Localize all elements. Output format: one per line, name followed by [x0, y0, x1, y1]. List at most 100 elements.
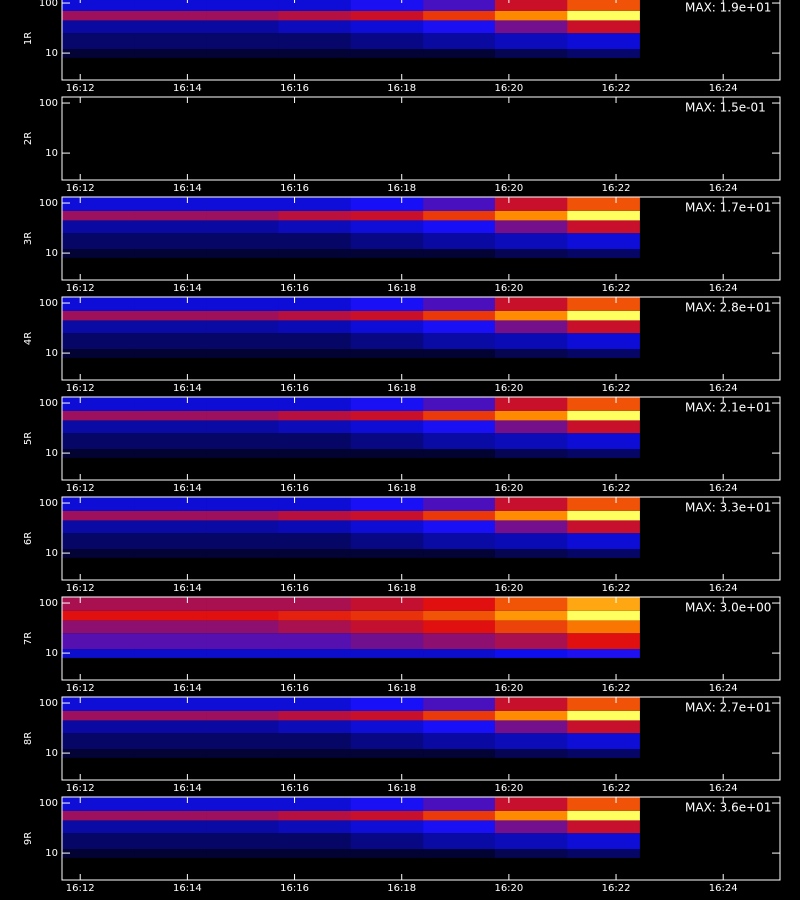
heatmap-cell [62, 410, 135, 421]
panel-label: 2R [23, 132, 34, 145]
x-tick-label: 16:12 [66, 283, 95, 294]
x-tick-label: 16:18 [387, 483, 416, 494]
x-tick-label: 16:12 [66, 83, 95, 94]
heatmap-cell [350, 10, 424, 21]
heatmap-cell [350, 110, 424, 121]
x-tick-label: 16:14 [173, 283, 202, 294]
heatmap-cell [206, 197, 279, 211]
heatmap-cell [567, 210, 640, 221]
heatmap-cell [423, 849, 496, 858]
heatmap-cell [206, 10, 279, 21]
max-label: MAX: 3.0e+00 [685, 601, 771, 615]
heatmap-cell [567, 697, 640, 711]
heatmap-cell [423, 333, 496, 350]
heatmap-cell [206, 597, 279, 611]
x-tick-label: 16:20 [494, 583, 523, 594]
heatmap-cell [278, 10, 352, 21]
heatmap-cell [62, 0, 135, 11]
heatmap-cell [567, 333, 640, 350]
heatmap-cell [278, 833, 352, 850]
heatmap-cell [134, 549, 207, 558]
heatmap-cell [423, 420, 496, 434]
heatmap-cell [278, 120, 352, 134]
x-tick-label: 16:22 [602, 283, 631, 294]
y-tick-label: 100 [39, 0, 58, 9]
heatmap-cell [350, 449, 424, 458]
plot-frame [61, 196, 781, 281]
heatmap-cell [350, 410, 424, 421]
heatmap-cell [62, 610, 135, 621]
heatmap-cell [494, 749, 568, 758]
heatmap-cell [567, 549, 640, 558]
heatmap-cell [62, 797, 135, 811]
heatmap-cell [278, 520, 352, 534]
heatmap-cell [134, 420, 207, 434]
heatmap-cell [62, 210, 135, 221]
heatmap-cell [134, 433, 207, 450]
heatmap-cell [134, 120, 207, 134]
heatmap-cell [134, 133, 207, 150]
max-label: MAX: 3.3e+01 [685, 501, 771, 515]
heatmap-cell [134, 649, 207, 658]
heatmap-cell [134, 197, 207, 211]
heatmap-cell [350, 420, 424, 434]
x-tick-label: 16:16 [280, 183, 309, 194]
plot-frame [61, 596, 781, 681]
heatmap-cell [423, 649, 496, 658]
heatmap-cell [206, 297, 279, 311]
heatmap-cell [350, 233, 424, 250]
heatmap-cell [206, 833, 279, 850]
x-tick-label: 16:16 [280, 283, 309, 294]
heatmap-cell [278, 697, 352, 711]
heatmap-cell [134, 620, 207, 634]
heatmap-cell [278, 397, 352, 411]
y-tick-label: 10 [45, 348, 58, 359]
heatmap-cell [494, 833, 568, 850]
heatmap-cell [423, 410, 496, 421]
max-label: MAX: 2.1e+01 [685, 401, 771, 415]
heatmap-cell [567, 433, 640, 450]
heatmap-cell [62, 549, 135, 558]
heatmap-cell [278, 197, 352, 211]
heatmap-cell [278, 610, 352, 621]
heatmap-cell [206, 410, 279, 421]
heatmap-cell [62, 449, 135, 458]
max-label: MAX: 1.9e+01 [685, 1, 771, 15]
max-label: MAX: 2.7e+01 [685, 701, 771, 715]
heatmap-cell [423, 497, 496, 511]
heatmap-cell [206, 0, 279, 11]
heatmap-cell [278, 597, 352, 611]
heatmap-cell [423, 633, 496, 650]
heatmap-cell [134, 97, 207, 111]
x-tick-label: 16:20 [494, 683, 523, 694]
y-tick-label: 100 [39, 298, 58, 309]
x-tick-label: 16:18 [387, 683, 416, 694]
heatmap-cell [494, 420, 568, 434]
y-tick-label: 100 [39, 798, 58, 809]
heatmap-cell [423, 549, 496, 558]
heatmap-cell [278, 497, 352, 511]
heatmap-cell [278, 310, 352, 321]
x-tick-label: 16:18 [387, 883, 416, 894]
heatmap-cell [134, 233, 207, 250]
heatmap-cell [494, 220, 568, 234]
heatmap-cell [206, 710, 279, 721]
heatmap-cell [62, 420, 135, 434]
x-tick-label: 16:16 [280, 583, 309, 594]
x-tick-label: 16:14 [173, 783, 202, 794]
heatmap-cell [494, 549, 568, 558]
heatmap-cell [423, 297, 496, 311]
heatmap-cell [206, 433, 279, 450]
x-tick-label: 16:24 [709, 783, 738, 794]
heatmap-cell [350, 210, 424, 221]
heatmap-cell [134, 220, 207, 234]
heatmap-cell [62, 233, 135, 250]
heatmap-cell [494, 797, 568, 811]
heatmap-cell [350, 520, 424, 534]
heatmap-cell [278, 820, 352, 834]
heatmap-cell [134, 697, 207, 711]
heatmap-cell [62, 697, 135, 711]
heatmap-cell [494, 49, 568, 58]
heatmap-cell [423, 349, 496, 358]
